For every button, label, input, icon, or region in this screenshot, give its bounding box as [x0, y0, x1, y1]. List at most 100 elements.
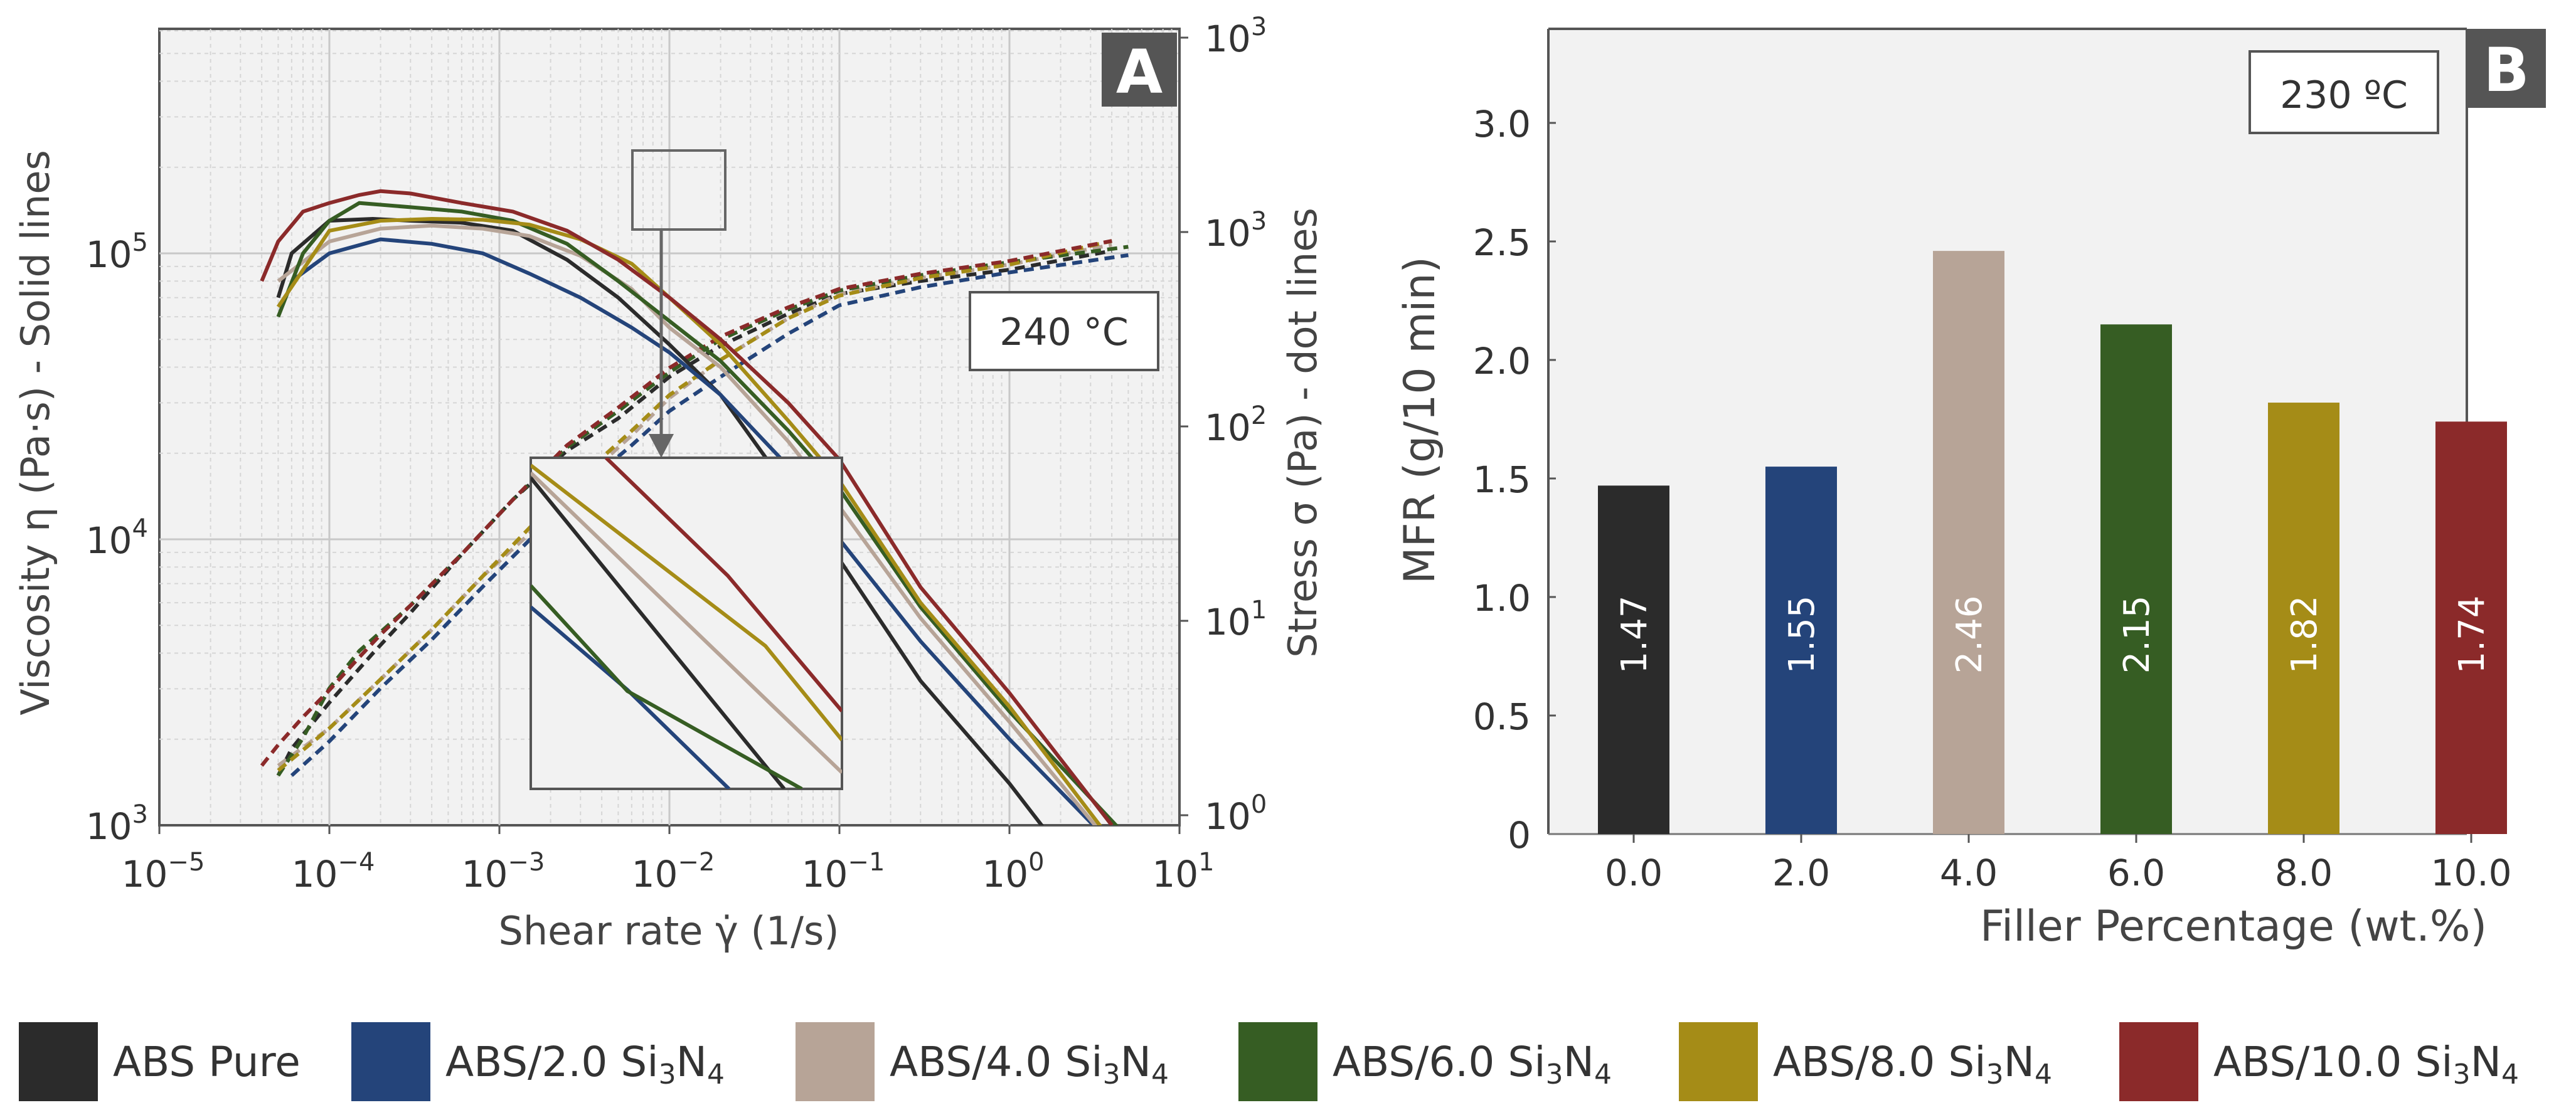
legend-label-sub: 3	[2453, 1059, 2471, 1091]
panel-b-y-ticks: 0 0.5 1.0 1.5 2.0 2.5 3.0	[1473, 103, 1556, 857]
legend-label-sub: 4	[2035, 1059, 2052, 1091]
y-right-tick-label: 102	[1205, 401, 1267, 449]
bar-value-label: 1.82	[2284, 596, 2325, 674]
y-right-tick-label-base: 10	[1205, 18, 1251, 60]
legend-label-main: N	[2004, 1038, 2035, 1086]
bar-value-label: 1.55	[1782, 596, 1823, 674]
x-tick-label: 4.0	[1940, 852, 1998, 894]
x-tick-label-base: 10	[122, 853, 168, 895]
inset-lines	[531, 458, 842, 789]
x-tick-label-exp: −2	[678, 848, 715, 877]
legend-item: ABS/2.0 Si3N4	[351, 1022, 725, 1101]
x-tick-label-base: 10	[982, 853, 1028, 895]
viscosity-curve-5	[260, 189, 1114, 825]
y-right-tick-label-exp: 0	[1251, 790, 1267, 819]
temp-box-b	[2249, 50, 2439, 134]
legend-swatch	[2119, 1022, 2198, 1101]
viscosity-curve-0	[276, 216, 1045, 825]
y-right-tick-label: 100	[1205, 790, 1267, 838]
legend-label-sub: 4	[1594, 1059, 1612, 1091]
legend-label-sub: 3	[1103, 1059, 1120, 1091]
x-tick-label: 8.0	[2275, 852, 2333, 894]
panel-a-y-right-title: Stress σ (Pa) - dot lines	[1280, 208, 1326, 658]
stress-curve-5	[260, 239, 1112, 767]
legend-label-main: ABS/6.0 Si	[1333, 1038, 1546, 1086]
y-left-tick-label: 104	[86, 514, 148, 562]
panel-tag-b: B	[2483, 35, 2529, 105]
temp-box-a	[969, 291, 1159, 371]
bar-value-label: 1.74	[2452, 596, 2493, 674]
y-right-tick-label-base: 10	[1205, 795, 1251, 838]
bar-value-label: 2.15	[2117, 596, 2158, 674]
legend-label-main: ABS Pure	[113, 1038, 301, 1086]
panel-tag-a: A	[1116, 37, 1163, 107]
y-right-tick-label-exp: 3	[1251, 13, 1267, 41]
y-right-tick-label: 103	[1205, 13, 1267, 60]
legend-label: ABS/10.0 Si3N4	[2213, 1038, 2519, 1091]
panel-a-y-left-title: Viscosity η (Pa·s) - Solid lines	[13, 150, 58, 716]
legend-swatch	[19, 1022, 98, 1101]
inset-curve-4	[531, 463, 842, 741]
legend-swatch	[1238, 1022, 1317, 1101]
y-right-tick-label-exp: 3	[1251, 207, 1267, 236]
stress-curve-1	[290, 253, 1129, 777]
viscosity-curve-2	[277, 223, 1098, 825]
x-tick-label: 10−2	[632, 848, 715, 895]
y-tick-label: 3.0	[1473, 103, 1531, 145]
legend-label-main: ABS/10.0 Si	[2213, 1038, 2453, 1086]
x-tick-label-exp: −4	[338, 848, 375, 877]
stress-curve-0	[276, 249, 1112, 777]
panel-tag-a-bg	[1102, 33, 1177, 107]
y-left-tick-label-base: 10	[86, 805, 132, 848]
panel-b-x-title: Filler Percentage (wt.%)	[1980, 902, 2487, 951]
y-tick-label: 2.0	[1473, 340, 1531, 383]
y-left-tick-label-exp: 5	[132, 228, 148, 257]
legend-item: ABS/6.0 Si3N4	[1238, 1022, 1612, 1101]
panel-a-curves	[260, 189, 1129, 825]
x-tick-label-base: 10	[632, 853, 678, 895]
y-tick-label: 2.5	[1473, 221, 1531, 264]
legend-label-main: ABS/4.0 Si	[890, 1038, 1103, 1086]
stress-curve-2	[277, 243, 1112, 768]
x-tick-label-base: 10	[462, 853, 508, 895]
legend-label-main: N	[1120, 1038, 1151, 1086]
x-tick-label: 0.0	[1605, 852, 1663, 894]
legend-item: ABS/4.0 Si3N4	[796, 1022, 1169, 1101]
legend-label: ABS/4.0 Si3N4	[890, 1038, 1169, 1091]
y-tick-label: 1.5	[1473, 458, 1531, 501]
temp-label-a: 240 °C	[999, 310, 1129, 354]
y-right-tick-label: 103	[1205, 207, 1267, 255]
y-left-tick-label: 105	[86, 228, 148, 276]
inset-curve-2	[531, 471, 842, 774]
x-tick-label-exp: 0	[1028, 848, 1044, 877]
legend-item: ABS/8.0 Si3N4	[1679, 1022, 2052, 1101]
legend-label-main: N	[676, 1038, 707, 1086]
legend-swatch	[796, 1022, 875, 1101]
panel-b-y-title: MFR (g/10 min)	[1395, 256, 1445, 584]
viscosity-curve-4	[276, 216, 1102, 825]
panel-b: 0 0.5 1.0 1.5 2.0 2.5 3.0 1.47 1.55 2.46 2.15 1.82…	[1395, 28, 2546, 951]
panel-a-x-ticks: 10−5 10−4 10−3 10−2 10−1 100 101	[122, 825, 1215, 895]
x-tick-label: 10−3	[462, 848, 545, 895]
y-left-tick-label-exp: 3	[132, 800, 148, 829]
legend-label: ABS/8.0 Si3N4	[1773, 1038, 2052, 1091]
legend: ABS Pure ABS/2.0 Si3N4 ABS/4.0 Si3N4 ABS/6.…	[19, 1022, 2519, 1101]
y-right-tick-label-base: 10	[1205, 601, 1251, 643]
bar-value-label: 2.46	[1949, 596, 1990, 674]
x-tick-label-base: 10	[1152, 853, 1198, 895]
bar-4.0	[1933, 251, 2004, 834]
panel-b-bars: 1.47 1.55 2.46 2.15 1.82 1.74	[1598, 251, 2507, 834]
legend-swatch	[1679, 1022, 1758, 1101]
x-tick-label: 100	[982, 848, 1044, 895]
bar-6.0	[2100, 324, 2172, 834]
legend-label-sub: 4	[1151, 1059, 1169, 1091]
panel-b-x-ticks: 0.0 2.0 4.0 6.0 8.0 10.0	[1605, 834, 2512, 894]
legend-label-sub: 3	[1546, 1059, 1563, 1091]
inset-curve-5	[604, 458, 842, 712]
panel-a-y-left-ticks: 103 104 105	[86, 228, 148, 848]
x-tick-label: 10.0	[2430, 852, 2511, 894]
bar-2.0	[1765, 467, 1837, 834]
legend-item: ABS Pure	[19, 1022, 301, 1101]
